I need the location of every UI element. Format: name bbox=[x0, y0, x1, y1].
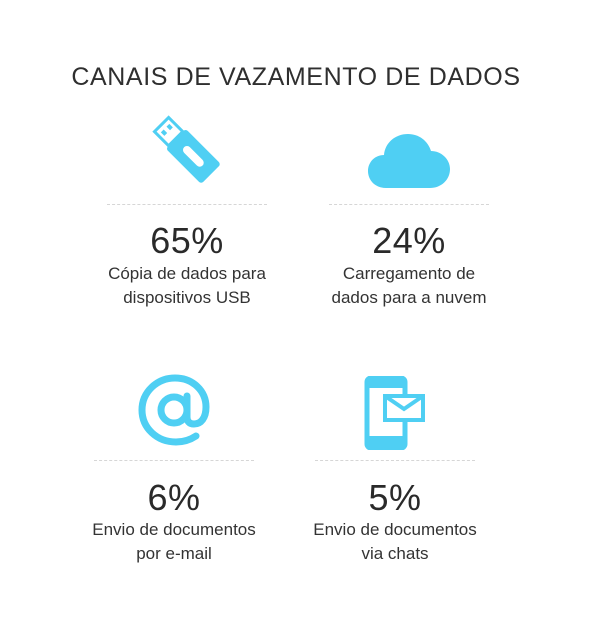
at-sign-icon bbox=[64, 370, 284, 450]
mobile-message-icon bbox=[285, 376, 505, 450]
page-title: CANAIS DE VAZAMENTO DE DADOS bbox=[71, 63, 521, 91]
stat-label-line: Cópia de dados para bbox=[108, 264, 266, 283]
stat-percent: 6% bbox=[147, 477, 201, 518]
stat-label-line: dispositivos USB bbox=[123, 288, 251, 307]
stat-percent: 5% bbox=[368, 477, 422, 518]
stat-percent: 24% bbox=[372, 220, 446, 261]
divider bbox=[94, 460, 254, 461]
cloud-icon bbox=[299, 132, 519, 190]
stat-label-line: dados para a nuvem bbox=[331, 288, 487, 307]
stat-label-line: Envio de documentos bbox=[313, 520, 477, 539]
usb-drive-icon bbox=[77, 110, 297, 190]
stat-label-line: por e-mail bbox=[136, 544, 212, 563]
stat-label-line: via chats bbox=[361, 544, 429, 563]
stat-chats: 5% Envio de documentos via chats bbox=[285, 370, 505, 570]
stat-usb: 65% Cópia de dados para dispositivos USB bbox=[77, 110, 297, 310]
stat-cloud: 24% Carregamento de dados para a nuvem bbox=[299, 110, 519, 310]
stat-label: Envio de documentos por e-mail bbox=[64, 518, 284, 566]
stat-label-line: Carregamento de bbox=[342, 264, 476, 283]
stat-label-line: Envio de documentos bbox=[92, 520, 256, 539]
divider bbox=[315, 460, 475, 461]
stat-email: 6% Envio de documentos por e-mail bbox=[64, 370, 284, 570]
stat-label: Envio de documentos via chats bbox=[285, 518, 505, 566]
stat-label: Carregamento de dados para a nuvem bbox=[299, 262, 519, 310]
divider bbox=[329, 204, 489, 205]
stat-percent: 65% bbox=[150, 220, 224, 261]
divider bbox=[107, 204, 267, 205]
stat-label: Cópia de dados para dispositivos USB bbox=[77, 262, 297, 310]
